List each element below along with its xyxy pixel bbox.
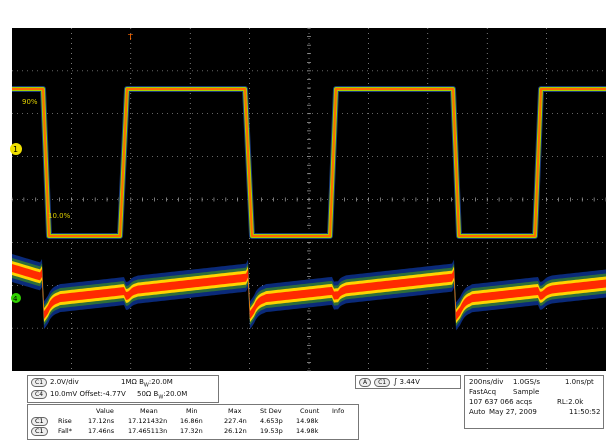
ch4-bw-sub: W xyxy=(158,394,164,401)
measurement-mean: 17.121432n xyxy=(128,417,168,425)
sample-rate: 1.0GS/s xyxy=(513,378,541,386)
resolution: 1.0ns/pt xyxy=(565,378,594,386)
trigger-panel[interactable]: A C1 ∫ 3.44V xyxy=(355,375,461,389)
ch1-bandwidth: :20.0M xyxy=(148,378,173,386)
header-info: Info xyxy=(332,407,345,415)
acquisition-type: Sample xyxy=(513,388,540,396)
measurement-stdev: 19.53p xyxy=(260,427,283,435)
ch4-scale: 10.0mV xyxy=(50,390,78,398)
ch1-marker-label: 1 xyxy=(13,145,18,154)
ch4-bw-label: B xyxy=(153,390,159,398)
ch4-marker-label: 4 xyxy=(13,295,18,303)
header-min: Min xyxy=(186,407,198,415)
ch1-id-badge[interactable]: C1 xyxy=(31,378,48,387)
horizontal-scale: 200ns/div xyxy=(469,378,504,386)
channel-markers: T 1 4 90% 10.0% xyxy=(10,33,133,303)
header-mean: Mean xyxy=(140,407,158,415)
measurement-value: 17.46ns xyxy=(88,427,115,435)
run-mode: Auto xyxy=(469,408,486,416)
ch1-coupling: 1MΩ xyxy=(121,378,137,386)
row-channel-badge[interactable]: C1 xyxy=(31,427,48,436)
measurement-count: 14.98k xyxy=(296,427,319,435)
ch4-waveform xyxy=(12,254,606,331)
ch4-band-core xyxy=(12,264,606,321)
measurement-stdev: 4.653p xyxy=(260,417,283,425)
measurement-header-row: Value Mean Min Max St Dev Count Info xyxy=(28,407,358,417)
ch4-offset: Offset:-4.77V xyxy=(79,390,126,398)
measurement-max: 227.4n xyxy=(224,417,247,425)
measurement-row-fall[interactable]: C1 Fall* 17.46ns 17.465113n 17.32n 26.12… xyxy=(28,427,358,437)
ch1-trace xyxy=(12,88,606,237)
time: 11:50:52 xyxy=(569,408,601,416)
ch1-bw-label: B xyxy=(139,378,144,386)
trigger-source-badge[interactable]: C1 xyxy=(374,378,391,387)
ch4-id-badge[interactable]: C4 xyxy=(31,390,48,399)
measurement-count: 14.98k xyxy=(296,417,319,425)
ch1-bw-sub: W xyxy=(143,382,149,389)
measurement-row-rise[interactable]: C1 Rise 17.12ns 17.121432n 16.86n 227.4n… xyxy=(28,417,358,427)
ch1-low-reference-label: 10.0% xyxy=(48,212,71,220)
measurement-max: 26.12n xyxy=(224,427,247,435)
measurement-name: Fall* xyxy=(58,427,72,435)
ch1-scale: 2.0V/div xyxy=(50,378,79,386)
header-count: Count xyxy=(300,407,320,415)
header-max: Max xyxy=(228,407,242,415)
header-value: Value xyxy=(96,407,114,415)
trigger-level: 3.44V xyxy=(399,378,420,386)
measurement-name: Rise xyxy=(58,417,72,425)
ch4-bandwidth: :20.0M xyxy=(163,390,188,398)
timebase-panel[interactable]: 200ns/div 1.0GS/s 1.0ns/pt FastAcq Sampl… xyxy=(464,375,604,429)
rising-edge-icon: ∫ xyxy=(393,377,398,386)
ch1-high-reference-label: 90% xyxy=(22,98,38,106)
row-channel-badge[interactable]: C1 xyxy=(31,417,48,426)
measurement-min: 17.32n xyxy=(180,427,203,435)
channel-settings-panel[interactable]: C1 2.0V/div 1MΩ BW:20.0M C4 10.0mV Offset:… xyxy=(27,375,219,403)
trigger-position-marker: T xyxy=(127,33,133,42)
measurement-min: 16.86n xyxy=(180,417,203,425)
acquisition-count: 107 637 066 acqs xyxy=(469,398,532,406)
ch4-ground-marker[interactable] xyxy=(11,293,21,303)
measurement-mean: 17.465113n xyxy=(128,427,168,435)
record-length: RL:2.0k xyxy=(557,398,584,406)
measurement-value: 17.12ns xyxy=(88,417,115,425)
ch4-coupling: 50Ω xyxy=(137,390,152,398)
ch1-waveform xyxy=(12,86,606,239)
date: May 27, 2009 xyxy=(489,408,537,416)
graticule-grid xyxy=(11,27,607,372)
measurement-table[interactable]: Value Mean Min Max St Dev Count Info C1 … xyxy=(27,404,359,440)
header-stdev: St Dev xyxy=(260,407,282,415)
trigger-mode-badge[interactable]: A xyxy=(359,378,372,387)
ch1-ground-marker[interactable] xyxy=(10,143,22,155)
acquisition-mode: FastAcq xyxy=(469,388,497,396)
